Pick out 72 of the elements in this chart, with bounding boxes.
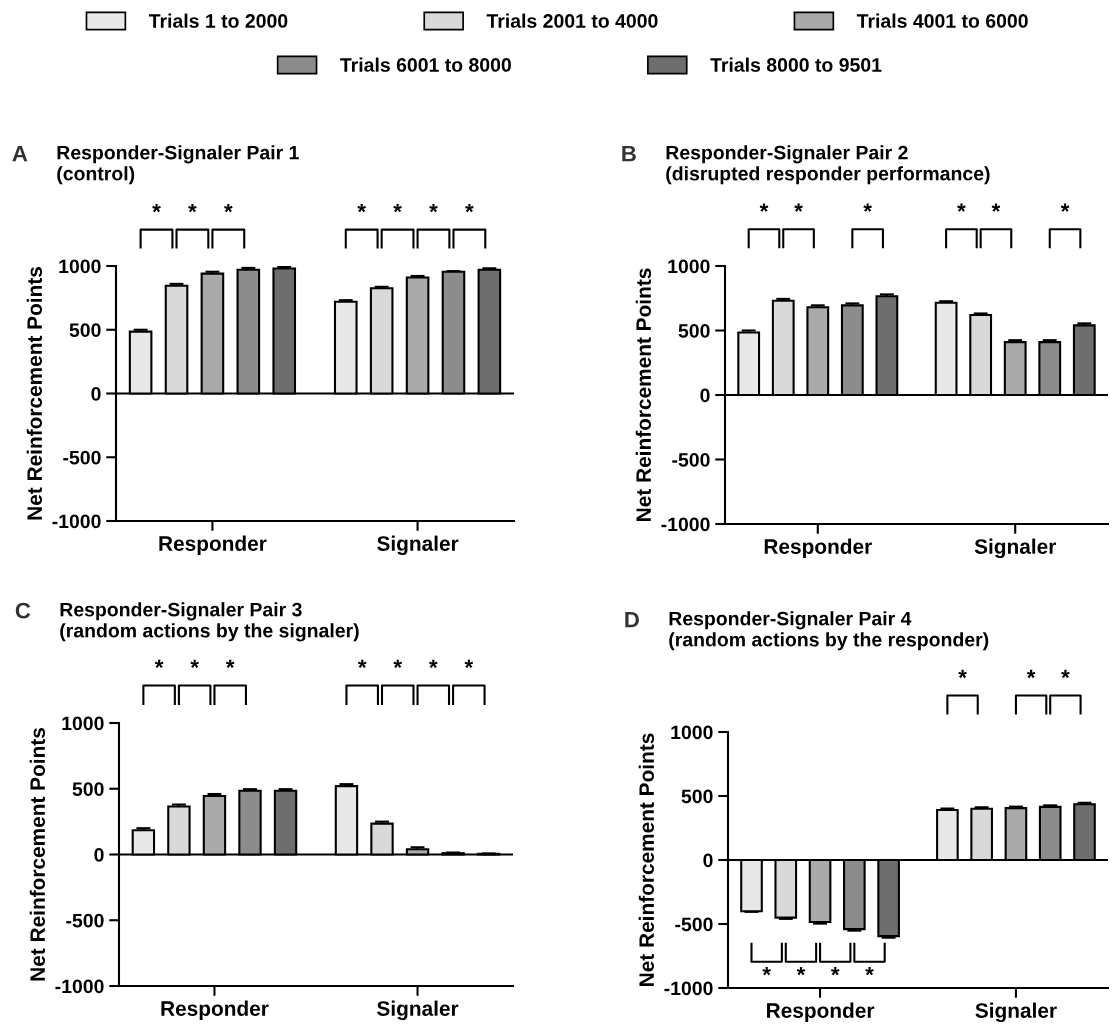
text: A bbox=[12, 145, 28, 162]
legend-label: Trials 1 to 2000 bbox=[148, 13, 288, 28]
legend-label: Trials 4001 to 6000 bbox=[856, 13, 1028, 28]
x-tick-label: Responder bbox=[764, 538, 872, 558]
x-tick-label: Responder bbox=[767, 1002, 875, 1022]
text: * bbox=[1060, 203, 1070, 212]
y-tick-label: -1000 bbox=[661, 517, 710, 532]
text: D bbox=[625, 611, 639, 628]
text: * bbox=[429, 204, 438, 213]
x-tick-label: Signaler bbox=[377, 535, 459, 556]
y-tick-label: 500 bbox=[678, 323, 710, 338]
y-axis-title: Net Reinforcement Points bbox=[638, 733, 655, 986]
chart-title: Responder-Signaler Pair 1 (control) bbox=[57, 145, 299, 185]
x-tick-label: Responder bbox=[159, 535, 267, 555]
y-axis-title: Net Reinforcement Points bbox=[26, 267, 43, 520]
text: * bbox=[958, 669, 967, 679]
annotation: * bbox=[796, 967, 806, 976]
text: * bbox=[1026, 669, 1036, 679]
text: * bbox=[794, 203, 803, 212]
y-tick-label: 1000 bbox=[671, 725, 713, 740]
x-tick-label: Responder bbox=[161, 1000, 269, 1020]
legend-label: Trials 8000 to 9501 bbox=[710, 57, 882, 72]
y-tick-label: -500 bbox=[63, 450, 101, 465]
y-tick-label: 0 bbox=[703, 853, 713, 868]
text: C bbox=[15, 602, 31, 619]
annotation: * bbox=[762, 967, 771, 976]
chart-title: Responder-Signaler Pair 2 (disrupted responder performance) bbox=[666, 145, 990, 185]
text: * bbox=[190, 659, 199, 668]
text: * bbox=[154, 659, 164, 668]
text: * bbox=[429, 659, 438, 668]
annotation: * bbox=[830, 967, 840, 976]
text: * bbox=[225, 659, 235, 668]
y-tick-label: 1000 bbox=[668, 259, 710, 274]
y-tick-label: 500 bbox=[681, 789, 713, 804]
text: * bbox=[188, 204, 197, 213]
legend-label: Trials 6001 to 8000 bbox=[340, 57, 511, 72]
chart-title: Responder-Signaler Pair 3 (random actions by the signaler) bbox=[60, 602, 359, 642]
annotation: * bbox=[865, 967, 874, 976]
chart-title: Responder-Signaler Pair 4 (random actions by the responder) bbox=[669, 611, 989, 651]
y-axis-title: Net Reinforcement Points bbox=[29, 728, 46, 981]
text: B bbox=[622, 145, 636, 162]
y-tick-label: -500 bbox=[66, 913, 104, 928]
y-tick-label: -1000 bbox=[664, 981, 713, 996]
y-tick-label: 500 bbox=[72, 782, 104, 796]
y-tick-label: 0 bbox=[94, 847, 104, 862]
text: * bbox=[152, 204, 161, 213]
y-tick-label: 0 bbox=[700, 388, 710, 403]
x-tick-label: Signaler bbox=[974, 538, 1056, 559]
legend-label: Trials 2001 to 4000 bbox=[486, 13, 658, 28]
y-tick-label: -1000 bbox=[55, 979, 104, 994]
text: * bbox=[1061, 669, 1070, 679]
text: * bbox=[357, 204, 366, 213]
text: * bbox=[957, 203, 966, 212]
text: * bbox=[393, 204, 402, 213]
x-tick-label: Signaler bbox=[975, 1002, 1057, 1023]
y-tick-label: -1000 bbox=[52, 514, 101, 529]
text: * bbox=[393, 659, 403, 668]
text: * bbox=[863, 203, 872, 212]
y-tick-label: -500 bbox=[675, 917, 713, 932]
y-tick-label: -500 bbox=[672, 452, 710, 467]
text: * bbox=[224, 204, 233, 213]
text: * bbox=[464, 659, 474, 668]
y-tick-label: 500 bbox=[69, 323, 101, 337]
y-tick-label: 1000 bbox=[62, 716, 104, 731]
text: * bbox=[357, 659, 367, 668]
y-tick-label: 0 bbox=[91, 386, 101, 401]
y-axis-title: Net Reinforcement Points bbox=[635, 268, 652, 521]
x-tick-label: Signaler bbox=[377, 1000, 459, 1021]
text: * bbox=[465, 204, 474, 213]
text: * bbox=[759, 203, 769, 212]
y-tick-label: 1000 bbox=[59, 259, 101, 274]
text: * bbox=[991, 203, 1001, 212]
